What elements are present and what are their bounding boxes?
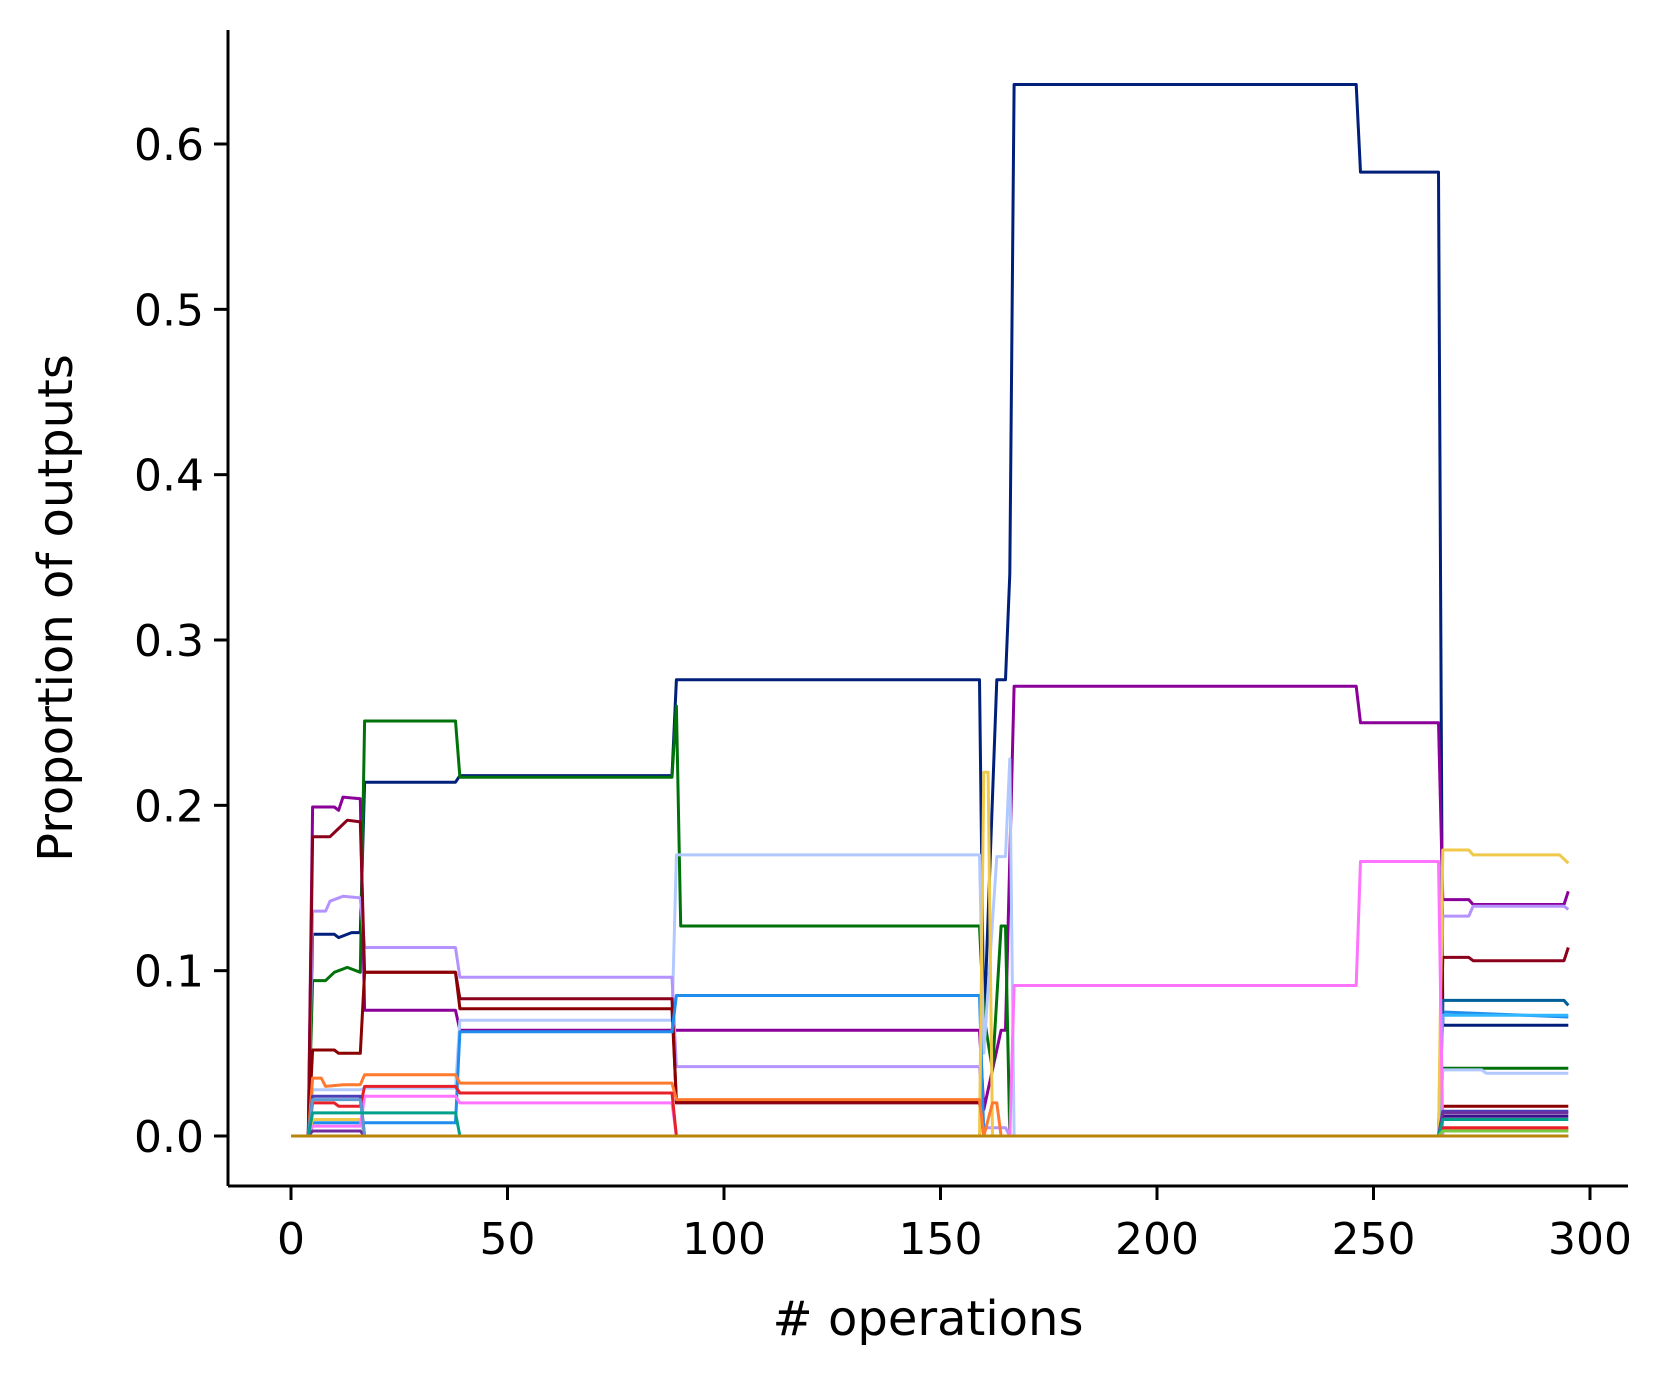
y-tick-label: 0.5: [134, 285, 204, 336]
series-line-1: [291, 83, 1569, 1138]
y-axis-title: Proportion of outputs: [28, 354, 84, 862]
series-line-19: [291, 1111, 1569, 1138]
axes: [226, 30, 1628, 1188]
series-line-17: [291, 1111, 1569, 1138]
series-line-14: [291, 1084, 1569, 1138]
x-tick-label: 250: [1332, 1214, 1416, 1265]
x-tick-label: 100: [682, 1214, 766, 1265]
series-line-11: [291, 770, 1570, 1138]
y-tick-label: 0.0: [134, 1112, 204, 1163]
series-line-12: [291, 1073, 1569, 1138]
y-tick-label: 0.1: [134, 947, 204, 998]
x-axis-title: # operations: [773, 1291, 1084, 1347]
series-line-2: [291, 684, 1570, 1138]
series-layer: [291, 83, 1570, 1138]
y-tick-label: 0.2: [134, 781, 204, 832]
y-tick-label: 0.3: [134, 616, 204, 667]
x-tick-label: 200: [1115, 1214, 1199, 1265]
x-tick-label: 300: [1548, 1214, 1632, 1265]
y-tick-label: 0.6: [134, 120, 204, 171]
series-line-18: [291, 1098, 1569, 1138]
ticks: 0 50 100 150 200 250 300 0.0 0.1 0.2 0.3 0.4 0.5 0.6: [134, 120, 1632, 1265]
x-tick-label: 150: [899, 1214, 983, 1265]
series-line-4: [291, 757, 1569, 1138]
x-tick-label: 50: [480, 1214, 536, 1265]
series-line-3: [291, 704, 1569, 1138]
series-line-10: [291, 1013, 1569, 1138]
series-line-16: [291, 1114, 1569, 1138]
y-tick-label: 0.4: [134, 451, 204, 502]
x-tick-label: 0: [277, 1214, 305, 1265]
